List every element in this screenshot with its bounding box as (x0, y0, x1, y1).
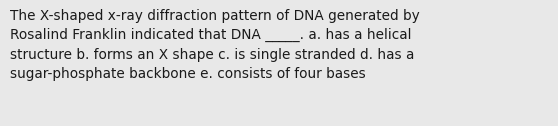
Text: The X-shaped x-ray diffraction pattern of DNA generated by
Rosalind Franklin ind: The X-shaped x-ray diffraction pattern o… (10, 9, 420, 82)
